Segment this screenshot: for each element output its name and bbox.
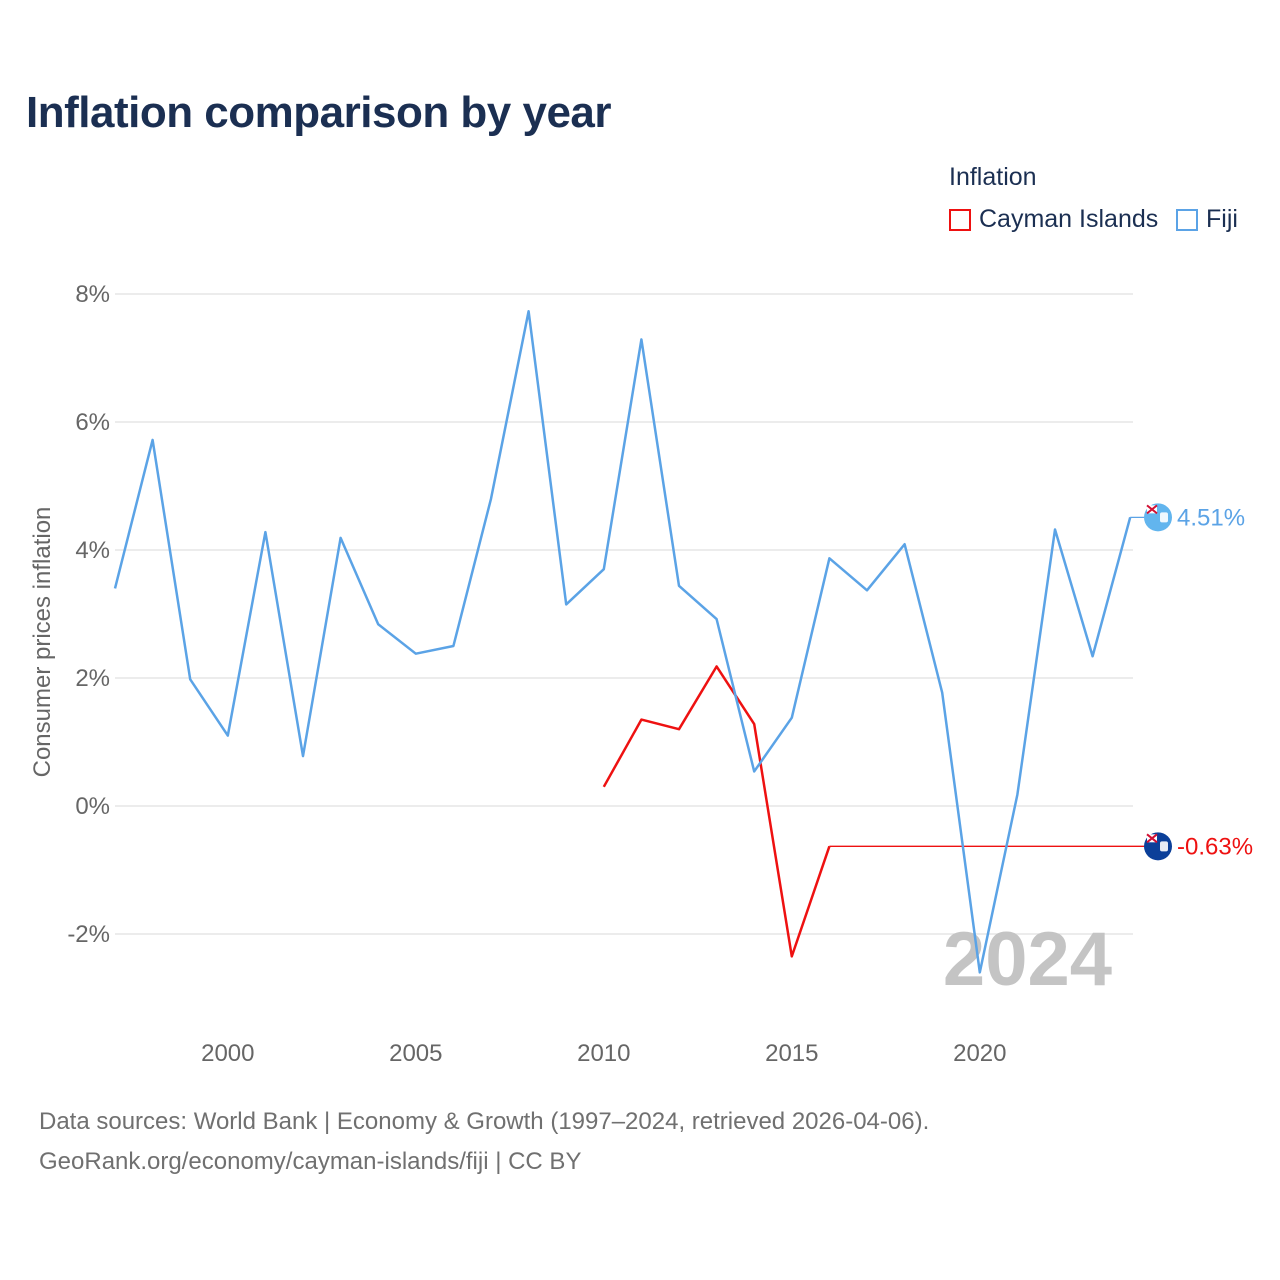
legend-label-fiji: Fiji bbox=[1206, 205, 1238, 233]
legend-swatch-fiji bbox=[1176, 208, 1198, 231]
y-tick-label: 6% bbox=[75, 409, 110, 436]
footer-credit: GeoRank.org/economy/cayman-islands/fiji … bbox=[39, 1148, 582, 1175]
series-line-cayman-islands bbox=[602, 665, 831, 958]
legend-item-cayman-islands[interactable]: Cayman Islands bbox=[949, 205, 1158, 234]
x-axis-ticks: 2000 2005 2010 2015 2020 bbox=[201, 1040, 1006, 1067]
flag-icon-cayman-islands bbox=[1144, 832, 1172, 861]
y-tick-label: 0% bbox=[75, 793, 110, 820]
series-lines bbox=[113, 310, 1158, 974]
grid-lines bbox=[115, 293, 1133, 935]
x-tick-label: 2010 bbox=[577, 1040, 630, 1067]
y-tick-label: 4% bbox=[75, 537, 110, 564]
legend-item-fiji[interactable]: Fiji bbox=[1176, 205, 1238, 234]
series-end-markers: -0.63% 4.51% bbox=[1144, 503, 1253, 861]
chart-title: Inflation comparison by year bbox=[26, 88, 612, 137]
x-tick-label: 2020 bbox=[953, 1040, 1006, 1067]
y-axis-ticks: -2% 0% 2% 4% 6% 8% bbox=[67, 281, 110, 948]
y-tick-label: 8% bbox=[75, 281, 110, 308]
x-tick-label: 2000 bbox=[201, 1040, 254, 1067]
line-chart: -2% 0% 2% 4% 6% 8% 2000 2005 2010 2015 2020 Consu… bbox=[29, 281, 1253, 1067]
end-value-label-cayman-islands: -0.63% bbox=[1177, 833, 1253, 860]
legend-label-cayman-islands: Cayman Islands bbox=[979, 205, 1159, 233]
y-tick-label: 2% bbox=[75, 665, 110, 692]
legend-title: Inflation bbox=[949, 163, 1037, 191]
y-tick-label: -2% bbox=[67, 921, 110, 948]
x-tick-label: 2005 bbox=[389, 1040, 442, 1067]
footer-source: Data sources: World Bank | Economy & Gro… bbox=[39, 1108, 930, 1135]
series-line-fiji bbox=[113, 310, 1132, 974]
flag-icon-fiji bbox=[1144, 503, 1172, 532]
x-tick-label: 2015 bbox=[765, 1040, 818, 1067]
end-value-label-fiji: 4.51% bbox=[1177, 504, 1245, 531]
y-axis-label: Consumer prices inflation bbox=[29, 507, 56, 778]
legend-swatch-cayman-islands bbox=[949, 208, 971, 231]
year-watermark: 2024 bbox=[943, 917, 1112, 1002]
